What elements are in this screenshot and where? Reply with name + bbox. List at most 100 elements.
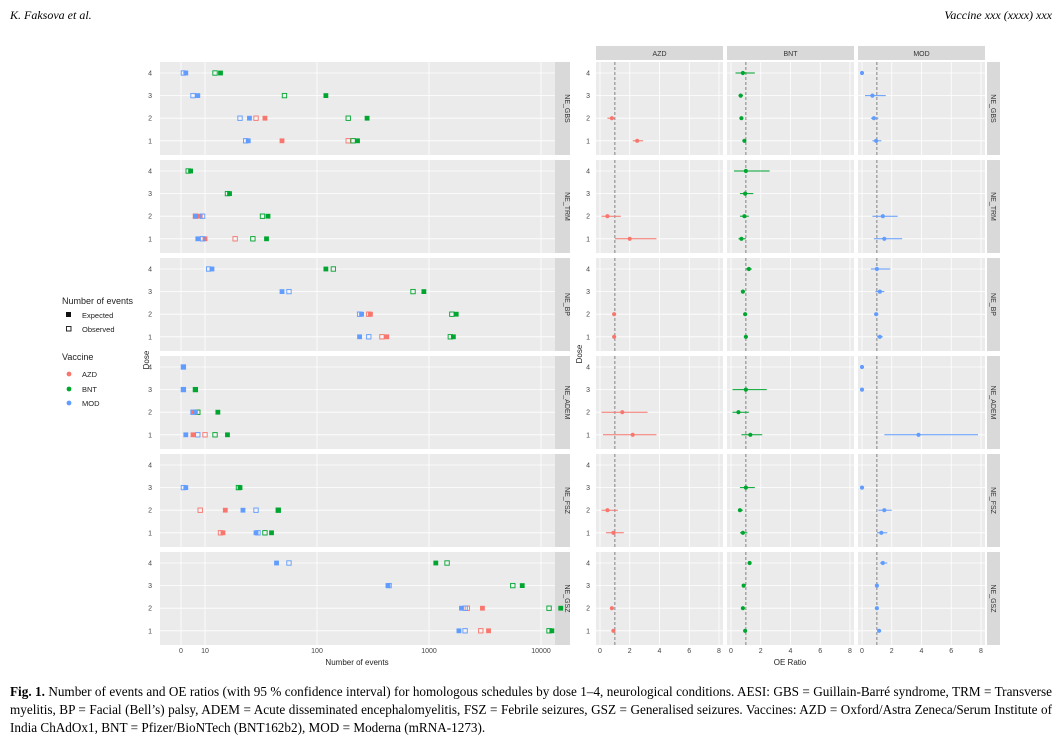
oe-strip-label: NE_FSZ <box>989 487 996 515</box>
oe-point-mod <box>882 508 887 513</box>
expected-point-bnt <box>269 530 274 536</box>
observed-point-mod <box>237 115 243 121</box>
events-strip-NE_BP <box>555 258 570 351</box>
expected-point-bnt <box>355 138 360 144</box>
expected-point-mod <box>183 432 189 438</box>
expected-point-bnt <box>453 311 459 317</box>
oe-point-mod <box>874 583 879 588</box>
oe-dose-tick: 2 <box>586 116 590 123</box>
legend-expected-key <box>66 312 71 317</box>
events-dose-tick: 4 <box>148 71 152 78</box>
oe-dose-tick: 4 <box>586 365 590 372</box>
oe-point-mod <box>859 364 865 370</box>
events-dose-tick: 1 <box>148 530 152 537</box>
oe-dose-tick: 1 <box>586 236 590 243</box>
events-panel-NE_TRM <box>160 160 555 253</box>
events-strip-NE_FSZ <box>555 454 570 547</box>
oe-point-mod <box>879 530 884 535</box>
oe-point-bnt <box>738 93 743 98</box>
observed-point-bnt <box>546 605 552 611</box>
expected-point-mod <box>357 334 362 340</box>
legend-mod-label: MOD <box>82 399 100 408</box>
observed-point-mod <box>180 70 187 76</box>
oe-dose-tick: 1 <box>586 334 590 341</box>
oe-x-label: OE Ratio <box>774 658 807 667</box>
oe-strip-label: AZD <box>653 51 667 58</box>
oe-dose-tick: 3 <box>586 93 590 100</box>
oe-dose-tick: 4 <box>586 561 590 568</box>
observed-point-mod <box>462 628 468 634</box>
observed-point-mod <box>190 92 196 99</box>
oe-strip-NE_GSZ <box>987 552 1000 645</box>
events-dose-tick: 3 <box>148 583 152 590</box>
oe-x-tick: 6 <box>687 648 691 655</box>
observed-point-bnt <box>185 168 191 174</box>
observed-point-azd <box>379 334 385 340</box>
oe-point-azd <box>611 530 616 535</box>
legend-bnt-label: BNT <box>82 385 97 394</box>
oe-point-mod <box>870 93 875 98</box>
observed-point-bnt <box>345 115 351 121</box>
events-x-tick: 1000 <box>421 648 437 655</box>
observed-point-mod <box>180 364 187 370</box>
expected-point-bnt <box>421 289 427 294</box>
oe-point-bnt <box>743 312 748 317</box>
oe-strip-label: BNT <box>784 51 799 58</box>
events-strip-label: NE_GSZ <box>563 584 570 613</box>
oe-point-bnt <box>748 432 753 437</box>
events-strip-label: NE_TRM <box>563 192 570 221</box>
observed-point-bnt <box>250 236 256 242</box>
oe-x-tick: 6 <box>949 648 953 655</box>
events-dose-tick: 3 <box>148 387 152 394</box>
expected-point-mod <box>181 387 186 392</box>
observed-point-mod <box>190 409 196 415</box>
events-panel-NE_FSZ <box>160 454 555 547</box>
legend-title-events: Number of events <box>62 296 134 306</box>
events-x-tick: 0 <box>179 648 183 655</box>
oe-point-azd <box>605 508 610 513</box>
expected-point-mod <box>385 583 391 588</box>
oe-x-tick: 2 <box>890 648 894 655</box>
running-header-journal: Vaccine xxx (xxxx) xxx <box>944 8 1052 22</box>
events-x-label: Number of events <box>325 658 388 667</box>
oe-dose-tick: 4 <box>586 463 590 470</box>
expected-point-azd <box>222 507 228 513</box>
oe-dose-tick: 1 <box>586 432 590 439</box>
expected-point-mod <box>274 560 279 566</box>
expected-point-bnt <box>364 115 370 121</box>
oe-strip-BNT <box>727 46 854 60</box>
observed-point-bnt <box>444 560 450 566</box>
oe-strip-label: NE_TRM <box>989 192 996 221</box>
oe-dose-tick: 1 <box>586 530 590 537</box>
events-strip-label: NE_GBS <box>563 94 570 123</box>
events-dose-tick: 3 <box>148 289 152 296</box>
observed-point-mod <box>366 334 372 340</box>
events-x-tick: 100 <box>311 648 323 655</box>
events-x-tick: 10000 <box>531 648 551 655</box>
oe-strip-label: NE_GSZ <box>989 584 996 613</box>
oe-x-tick: 2 <box>628 648 632 655</box>
observed-point-bnt <box>235 484 242 491</box>
legend-observed-key <box>66 326 72 332</box>
oe-strip-NE_GBS <box>987 62 1000 155</box>
oe-dose-tick: 4 <box>586 169 590 176</box>
expected-point-bnt <box>519 583 525 588</box>
oe-point-azd <box>630 432 635 437</box>
observed-point-azd <box>478 628 484 634</box>
oe-strip-AZD <box>596 46 723 60</box>
expected-point-mod <box>247 115 252 121</box>
oe-dose-tick: 2 <box>586 410 590 417</box>
running-header-author: K. Faksova et al. <box>10 8 92 22</box>
expected-point-azd <box>384 334 390 340</box>
oe-point-bnt <box>740 70 746 76</box>
oe-point-azd <box>635 138 640 143</box>
oe-point-mod <box>859 70 865 76</box>
observed-point-bnt <box>447 334 453 340</box>
observed-point-bnt <box>192 386 199 393</box>
oe-point-mod <box>874 138 879 143</box>
caption-label: Fig. 1. <box>10 684 45 699</box>
observed-point-azd <box>253 115 259 121</box>
events-dose-tick: 2 <box>148 214 152 221</box>
events-dose-tick: 1 <box>148 628 152 635</box>
oe-strip-MOD <box>858 46 985 60</box>
